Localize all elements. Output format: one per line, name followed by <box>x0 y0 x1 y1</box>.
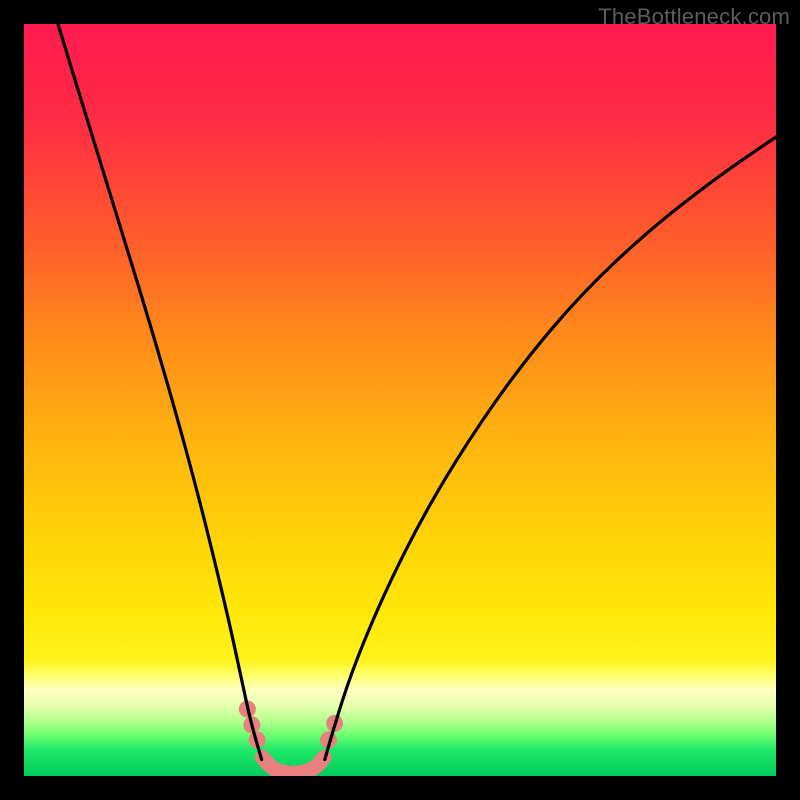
watermark-text: TheBottleneck.com <box>598 4 790 30</box>
bottleneck-chart <box>0 0 800 800</box>
chart-frame: TheBottleneck.com <box>0 0 800 800</box>
